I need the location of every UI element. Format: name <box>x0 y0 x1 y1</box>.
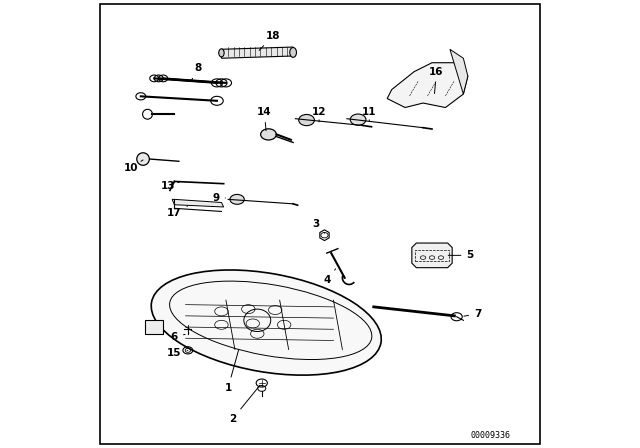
Ellipse shape <box>350 114 366 125</box>
Text: 16: 16 <box>429 67 444 94</box>
Text: 6: 6 <box>171 332 185 342</box>
Polygon shape <box>172 199 224 207</box>
Bar <box>145 320 163 334</box>
Text: 15: 15 <box>167 348 188 358</box>
Ellipse shape <box>299 115 314 126</box>
Text: 14: 14 <box>257 107 272 131</box>
Polygon shape <box>412 243 452 268</box>
Text: 00009336: 00009336 <box>470 431 510 440</box>
Polygon shape <box>387 63 468 108</box>
Text: 2: 2 <box>229 385 260 424</box>
Polygon shape <box>450 49 468 94</box>
Text: 12: 12 <box>312 107 326 122</box>
Text: 9: 9 <box>212 193 225 203</box>
Text: 8: 8 <box>191 63 202 81</box>
Text: 18: 18 <box>259 31 280 50</box>
Ellipse shape <box>230 194 244 204</box>
Ellipse shape <box>137 153 149 165</box>
Text: 4: 4 <box>323 269 336 285</box>
Ellipse shape <box>219 49 224 57</box>
Polygon shape <box>221 47 293 58</box>
Text: 7: 7 <box>464 309 481 319</box>
Text: 17: 17 <box>167 206 188 218</box>
Text: 3: 3 <box>312 219 324 233</box>
Ellipse shape <box>151 270 381 375</box>
Text: 1: 1 <box>225 350 239 392</box>
Ellipse shape <box>260 129 276 140</box>
Text: 13: 13 <box>161 181 180 191</box>
Text: 10: 10 <box>124 160 143 173</box>
Text: 11: 11 <box>362 107 376 121</box>
Ellipse shape <box>290 47 296 57</box>
Text: 5: 5 <box>448 250 474 260</box>
